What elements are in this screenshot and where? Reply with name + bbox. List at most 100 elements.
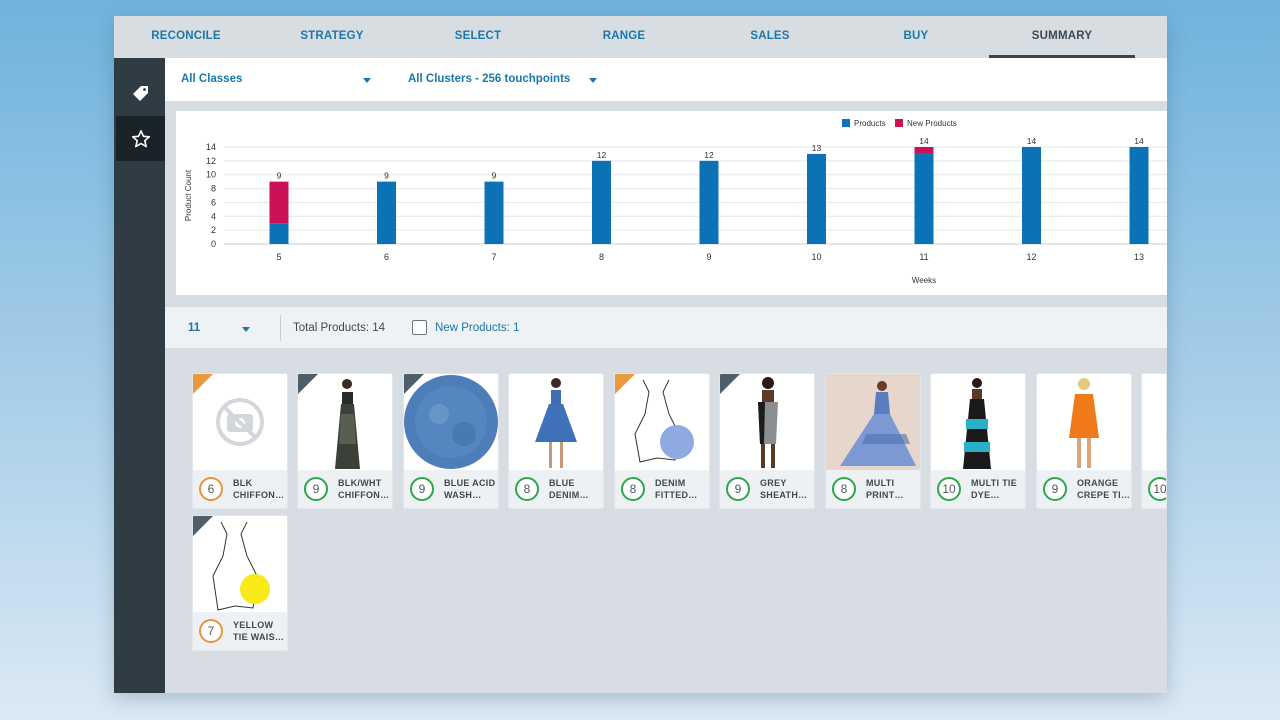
tab-select[interactable]: SELECT — [454, 30, 502, 42]
count-badge: 10 — [937, 477, 961, 501]
data-label: 9 — [492, 171, 497, 181]
product-card[interactable]: 6 BLK CHIFFON… — [192, 373, 288, 509]
favorites-button[interactable] — [116, 116, 165, 161]
count-badge: 7 — [199, 619, 223, 643]
class-dropdown-label: All Classes — [181, 73, 243, 85]
tab-summary[interactable]: SUMMARY — [989, 16, 1135, 58]
product-card[interactable]: 9 ORANGE CREPE TI… — [1036, 373, 1132, 509]
corner-flag — [298, 374, 318, 394]
product-card[interactable]: 9 BLK/WHT CHIFFON… — [297, 373, 393, 509]
product-name: MULTI PRINT… — [866, 478, 904, 500]
bar-products — [484, 181, 504, 244]
data-label: 9 — [384, 171, 389, 181]
product-card-footer: 10 MULTI TIE DYE… — [931, 470, 1025, 508]
product-card[interactable]: 10 — [1141, 373, 1167, 509]
week-dropdown[interactable]: 11 — [188, 307, 258, 350]
bar-products — [592, 160, 611, 244]
x-axis-label: Weeks — [912, 276, 936, 285]
product-card-footer: 6 BLK CHIFFON… — [193, 470, 287, 508]
product-name: YELLOW TIE WAIS… — [233, 620, 285, 642]
count-badge: 6 — [199, 477, 223, 501]
chevron-down-icon — [589, 78, 597, 83]
bar-new-products — [269, 181, 289, 224]
product-image — [335, 379, 360, 469]
bar-products — [807, 153, 826, 244]
legend-label: New Products — [907, 119, 957, 128]
product-card[interactable]: 8 DENIM FITTED… — [614, 373, 710, 509]
product-card-footer: 9 BLK/WHT CHIFFON… — [298, 470, 392, 508]
product-image — [1069, 378, 1099, 468]
y-tick-label: 6 — [211, 197, 216, 207]
tab-sales[interactable]: SALES — [750, 30, 790, 42]
y-tick-label: 8 — [211, 184, 216, 194]
corner-flag — [193, 374, 213, 394]
x-tick-label: 11 — [919, 252, 928, 262]
tab-reconcile[interactable]: RECONCILE — [151, 30, 221, 42]
product-card-footer: 9 BLUE ACID WASH… — [404, 470, 498, 508]
product-card[interactable]: 7 YELLOW TIE WAIS… — [192, 515, 288, 651]
tab-strategy[interactable]: STRATEGY — [300, 30, 364, 42]
x-tick-label: 12 — [1026, 252, 1036, 262]
x-tick-label: 7 — [491, 252, 496, 262]
x-tick-label: 9 — [706, 252, 711, 262]
data-label: 12 — [704, 150, 714, 160]
tab-range[interactable]: RANGE — [602, 30, 646, 42]
data-label: 12 — [597, 150, 607, 160]
partial-card — [1142, 374, 1167, 470]
bar-new-products — [914, 147, 934, 154]
product-card[interactable]: 8 BLUE DENIM… — [508, 373, 604, 509]
count-badge: 9 — [1043, 477, 1067, 501]
denim-fabric-swatch — [404, 374, 498, 470]
legend-swatch — [895, 119, 903, 127]
product-name: ORANGE CREPE TI… — [1077, 478, 1131, 500]
y-tick-label: 14 — [206, 142, 216, 152]
tag-button[interactable] — [116, 70, 165, 115]
new-products-label: New Products: 1 — [435, 322, 520, 334]
product-name: BLUE DENIM… — [549, 478, 589, 500]
product-card[interactable]: 8 MULTI PRINT… — [825, 373, 921, 509]
multi-print-gown — [826, 374, 920, 470]
new-products-checkbox[interactable] — [412, 320, 427, 335]
total-products-label: Total Products: 14 — [293, 322, 386, 334]
sidebar — [114, 58, 165, 693]
legend-label: Products — [854, 119, 886, 128]
bar-products — [914, 153, 934, 244]
product-image — [212, 521, 270, 611]
product-card[interactable]: 9 BLUE ACID WASH… — [403, 373, 499, 509]
product-image — [634, 379, 694, 463]
dress-sketch-yellow — [193, 516, 287, 612]
product-name: GREY SHEATH… — [760, 478, 808, 500]
weekly-products-chart: 0 2 4 6 8 10 12 14 Product Count 9 5 9 6 9 7 12 8 12 9 13 10… — [184, 119, 1167, 285]
x-tick-label: 6 — [384, 252, 389, 262]
chart-panel: 0 2 4 6 8 10 12 14 Product Count 9 5 9 6 9 7 12 8 12 9 13 10… — [176, 111, 1167, 295]
class-dropdown[interactable]: All Classes — [181, 58, 373, 101]
data-label: 14 — [919, 136, 929, 146]
count-badge: 9 — [726, 477, 750, 501]
data-label: 13 — [812, 143, 822, 153]
y-tick-label: 0 — [211, 239, 216, 249]
week-toolbar: 11 Total Products: 14 New Products: 1 — [165, 306, 1167, 349]
product-name: BLUE ACID WASH… — [444, 478, 496, 500]
product-image — [963, 378, 991, 469]
main-content: All Classes All Clusters - 256 touchpoin… — [165, 58, 1167, 693]
count-badge: 8 — [832, 477, 856, 501]
product-card-footer: 10 — [1142, 470, 1166, 508]
tab-buy[interactable]: BUY — [903, 30, 929, 42]
chevron-down-icon — [242, 327, 250, 332]
product-card-footer: 7 YELLOW TIE WAIS… — [193, 612, 287, 650]
count-badge: 9 — [304, 477, 328, 501]
product-image — [1142, 374, 1167, 470]
product-card-footer: 8 MULTI PRINT… — [826, 470, 920, 508]
bar-products — [269, 223, 289, 244]
top-nav: RECONCILE STRATEGY SELECT RANGE SALES BU… — [114, 16, 1167, 58]
product-card[interactable]: 9 GREY SHEATH… — [719, 373, 815, 509]
product-name: BLK CHIFFON… — [233, 478, 285, 500]
count-badge: 10 — [1148, 477, 1166, 501]
bar-products — [1022, 147, 1041, 244]
y-tick-label: 4 — [211, 211, 216, 221]
count-badge: 9 — [410, 477, 434, 501]
count-badge: 8 — [621, 477, 645, 501]
product-card[interactable]: 10 MULTI TIE DYE… — [930, 373, 1026, 509]
bar-products — [1129, 147, 1149, 244]
cluster-dropdown[interactable]: All Clusters - 256 touchpoints — [408, 58, 600, 101]
